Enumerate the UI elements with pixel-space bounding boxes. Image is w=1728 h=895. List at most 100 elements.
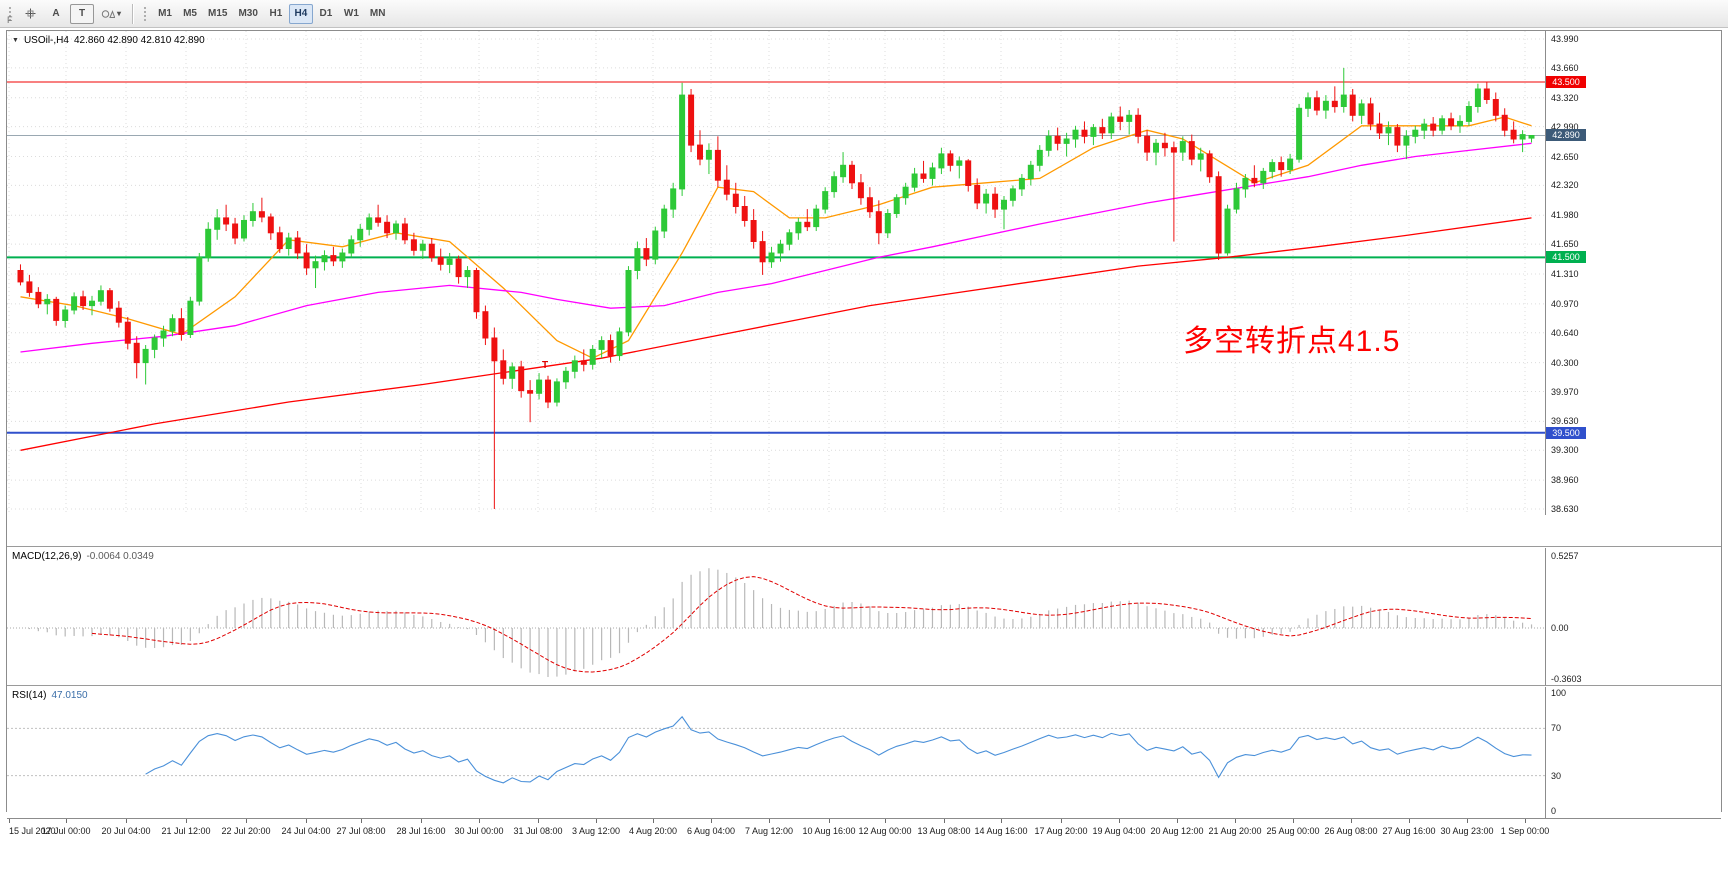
- candle-body: [741, 206, 748, 221]
- ma-mid-magenta-line: [20, 142, 1532, 353]
- candle-body: [1126, 114, 1133, 122]
- macd-panel-chart[interactable]: [7, 548, 1545, 685]
- candle-body: [1340, 94, 1347, 107]
- time-axis-label: 25 Aug 00:00: [1266, 826, 1320, 836]
- candle-body: [831, 176, 838, 193]
- candle-body: [124, 321, 131, 344]
- timeframe-button-M5[interactable]: M5: [178, 4, 202, 24]
- time-axis-tick: [1467, 819, 1468, 823]
- crosshair-icon: [25, 8, 36, 19]
- shapes-icon: [101, 8, 115, 20]
- time-axis-label: 15 Jul 2020: [9, 826, 56, 836]
- candle-body: [276, 232, 283, 250]
- candle-body: [527, 390, 534, 394]
- price-level-badge: 39.500: [1546, 426, 1586, 439]
- candle-body: [1474, 88, 1481, 107]
- time-axis-label: 6 Aug 04:00: [686, 826, 736, 836]
- timeframe-button-H1[interactable]: H1: [264, 4, 288, 24]
- candle-body: [1287, 158, 1294, 171]
- shapes-tool-dropdown[interactable]: ▾: [96, 4, 126, 24]
- rsi-axis[interactable]: 100 70 30 0: [1545, 687, 1721, 818]
- candle-body: [232, 223, 239, 239]
- candle-body: [652, 230, 659, 260]
- time-axis-tick: [653, 819, 654, 823]
- toolbar-grip[interactable]: [7, 4, 13, 23]
- candle-body: [697, 144, 703, 160]
- candle-body: [178, 318, 185, 336]
- price-axis-label: 43.320: [1551, 92, 1579, 103]
- time-axis-label: 27 Jul 08:00: [336, 826, 386, 836]
- candle-body: [1501, 114, 1508, 131]
- candle-body: [1242, 177, 1249, 190]
- candle-body: [974, 184, 981, 204]
- candle-body: [956, 160, 963, 166]
- price-level-badge: 41.500: [1546, 251, 1586, 264]
- main-price-chart[interactable]: [7, 31, 1545, 515]
- time-axis-tick: [1525, 819, 1526, 823]
- candle-body: [849, 164, 855, 184]
- candle-body: [920, 173, 927, 179]
- price-axis-label: 39.300: [1551, 445, 1579, 456]
- candle-body: [893, 197, 900, 214]
- macd-signal-line: [91, 576, 1532, 673]
- time-axis-label: 24 Jul 04:00: [281, 826, 331, 836]
- candle-body: [1117, 116, 1124, 122]
- panel-splitter[interactable]: [7, 546, 1721, 548]
- candle-body: [1179, 141, 1186, 153]
- symbol-dropdown-icon[interactable]: ▼: [12, 37, 19, 44]
- timeframe-button-D1[interactable]: D1: [314, 4, 338, 24]
- time-axis-tick: [711, 819, 712, 823]
- candle-body: [1161, 142, 1168, 149]
- candle-body: [482, 311, 489, 339]
- price-level-badge: 43.500: [1546, 75, 1586, 88]
- time-axis-tick: [944, 819, 945, 823]
- candle-body: [44, 298, 51, 305]
- time-axis[interactable]: 15 Jul 2020 17 Jul 00:00 20 Jul 04:00 21 Ju…: [7, 818, 1721, 842]
- macd-axis[interactable]: 0.5257 0.00 -0.3603: [1545, 548, 1721, 685]
- crosshair-tool-button[interactable]: [18, 4, 42, 24]
- timeframe-button-group: M1 M5 M15 M30 H1 H4 D1 W1 MN: [153, 3, 391, 24]
- time-axis-label: 21 Jul 12:00: [161, 826, 211, 836]
- candle-body: [401, 223, 408, 241]
- timeframe-button-M30[interactable]: M30: [233, 4, 262, 24]
- price-axis[interactable]: 43.990 43.660 43.320 42.990 42.650 42.320 41.9…: [1545, 31, 1721, 515]
- text-label-tool-button[interactable]: A: [44, 4, 68, 24]
- candle-body: [518, 366, 525, 392]
- candle-body: [1215, 176, 1222, 254]
- candle-body: [670, 188, 677, 210]
- timeframe-button-H4[interactable]: H4: [288, 3, 313, 24]
- macd-label: MACD(12,26,9) -0.0064 0.0349: [12, 551, 154, 562]
- time-axis-label: 30 Aug 23:00: [1440, 826, 1494, 836]
- symbol-ohlc-text: 42.860 42.890 42.810 42.890: [73, 35, 205, 46]
- rsi-panel-chart[interactable]: [7, 687, 1545, 818]
- time-axis-label: 7 Aug 12:00: [744, 826, 794, 836]
- candle-body: [1367, 103, 1374, 125]
- candle-body: [1492, 99, 1499, 116]
- price-axis-label: 39.970: [1551, 386, 1579, 397]
- candle-body: [875, 211, 882, 234]
- candle-body: [160, 330, 167, 339]
- candle-body: [26, 281, 33, 293]
- candle-body: [53, 298, 60, 321]
- timeframe-button-W1[interactable]: W1: [339, 4, 364, 24]
- candle-body: [777, 243, 784, 254]
- price-axis-label: 41.650: [1551, 239, 1579, 250]
- panel-splitter[interactable]: [7, 685, 1721, 687]
- candle-body: [1385, 127, 1392, 134]
- candle-body: [205, 228, 212, 258]
- timeframe-button-M15[interactable]: M15: [203, 4, 232, 24]
- symbol-period-text: USOil-,H4: [23, 35, 69, 46]
- rsi-axis-label: 100: [1551, 688, 1567, 698]
- candle-body: [106, 290, 113, 309]
- timeframe-button-M1[interactable]: M1: [153, 4, 177, 24]
- timeframe-toolbar-grip[interactable]: [142, 4, 149, 23]
- text-tool-button[interactable]: T: [70, 3, 94, 24]
- candle-body: [214, 217, 221, 230]
- candle-body: [1448, 118, 1455, 127]
- candle-body: [1224, 208, 1231, 254]
- time-axis-tick: [186, 819, 187, 823]
- candle-body: [1394, 127, 1401, 146]
- candle-body: [795, 221, 802, 234]
- timeframe-button-MN[interactable]: MN: [365, 4, 391, 24]
- price-axis-label: 40.640: [1551, 327, 1579, 338]
